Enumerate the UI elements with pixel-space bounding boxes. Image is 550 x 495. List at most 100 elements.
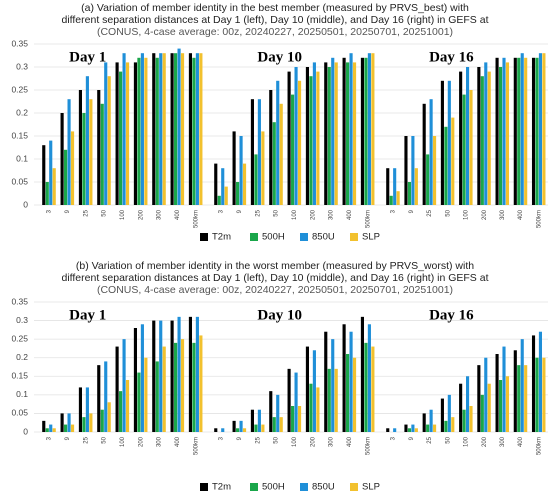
x-tick-label: 50 xyxy=(445,436,451,443)
bar xyxy=(174,53,178,206)
bar xyxy=(531,57,536,205)
bar xyxy=(386,428,390,432)
legend-swatch xyxy=(250,233,258,241)
bar xyxy=(364,57,368,205)
x-tick-label: 50 xyxy=(102,436,108,443)
x-tick-label: 3 xyxy=(219,209,225,213)
bar xyxy=(89,413,93,432)
bar xyxy=(239,136,243,205)
y-tick-label: 0.25 xyxy=(11,333,28,343)
y-tick-label: 0.3 xyxy=(16,315,28,325)
legend-swatch xyxy=(350,233,358,241)
bar xyxy=(261,131,265,205)
bar xyxy=(414,168,418,205)
bar xyxy=(107,402,111,432)
x-tick-label: 500km xyxy=(536,437,542,455)
x-tick-label: 100 xyxy=(120,209,126,220)
bar xyxy=(440,80,444,205)
bar xyxy=(70,424,75,432)
bar xyxy=(505,62,510,206)
bar xyxy=(346,354,350,432)
bar xyxy=(199,53,203,206)
x-tick-label: 400 xyxy=(518,209,524,220)
bar xyxy=(174,342,178,432)
bar xyxy=(484,357,488,432)
panel-title: different separation distances at Day 1 … xyxy=(61,272,488,284)
bar xyxy=(389,195,393,205)
bar xyxy=(444,126,448,205)
bar xyxy=(250,409,255,432)
bar xyxy=(426,154,430,205)
bar xyxy=(513,57,517,205)
bar xyxy=(78,387,83,432)
x-tick-label: 300 xyxy=(329,209,335,220)
bar xyxy=(78,90,83,205)
bar xyxy=(250,99,255,205)
bar xyxy=(144,57,148,205)
bar xyxy=(334,62,338,206)
subplot-label: Day 10 xyxy=(257,49,302,65)
bar xyxy=(346,62,350,206)
bar xyxy=(199,335,203,432)
bar xyxy=(407,182,411,205)
legend-swatch xyxy=(200,233,208,241)
bar xyxy=(257,409,261,432)
panel-title: different separation distances at Day 1 … xyxy=(61,14,488,26)
bar xyxy=(70,131,75,205)
bar xyxy=(404,424,408,432)
bar xyxy=(159,320,163,432)
subplot-label: Day 16 xyxy=(429,307,474,323)
panel-title: (a) Variation of member identity in the … xyxy=(81,2,469,14)
bar xyxy=(538,331,543,432)
bar xyxy=(447,394,451,432)
bar xyxy=(104,361,108,432)
bar xyxy=(477,365,481,432)
bar xyxy=(195,316,199,432)
y-tick-label: 0.15 xyxy=(11,130,28,140)
bar xyxy=(115,62,119,206)
bar xyxy=(67,99,71,205)
x-tick-label: 400 xyxy=(175,436,181,447)
bar xyxy=(100,103,104,205)
bar xyxy=(133,328,138,432)
bar xyxy=(287,368,291,432)
bar xyxy=(64,424,68,432)
bar xyxy=(64,149,68,205)
bar xyxy=(162,53,166,206)
bar xyxy=(192,57,196,205)
x-tick-label: 100 xyxy=(292,209,298,220)
bar xyxy=(137,57,141,205)
legend-label: 850U xyxy=(312,232,335,243)
x-tick-label: 500km xyxy=(536,210,542,228)
bar xyxy=(342,57,346,205)
bar xyxy=(404,136,408,205)
bar xyxy=(524,57,528,205)
bar xyxy=(316,387,320,432)
x-tick-label: 9 xyxy=(65,436,71,440)
bar xyxy=(125,62,130,206)
bar xyxy=(82,113,86,205)
bar xyxy=(125,380,130,432)
bar xyxy=(360,57,365,205)
bar xyxy=(364,342,368,432)
bar xyxy=(100,409,104,432)
x-tick-label: 400 xyxy=(347,209,353,220)
bar xyxy=(52,168,56,205)
bar xyxy=(162,346,166,432)
bar xyxy=(502,346,506,432)
x-tick-label: 200 xyxy=(138,436,144,447)
legend-swatch xyxy=(300,233,308,241)
x-tick-label: 3 xyxy=(47,436,53,440)
y-tick-label: 0.2 xyxy=(16,352,28,362)
bar xyxy=(498,380,503,432)
bar xyxy=(180,53,185,206)
bar xyxy=(52,428,56,432)
x-tick-label: 3 xyxy=(391,436,397,440)
bar xyxy=(272,122,276,205)
bar xyxy=(272,417,276,432)
y-tick-label: 0.25 xyxy=(11,84,28,94)
bar xyxy=(214,428,218,432)
bar xyxy=(396,191,400,205)
bar xyxy=(480,76,484,205)
